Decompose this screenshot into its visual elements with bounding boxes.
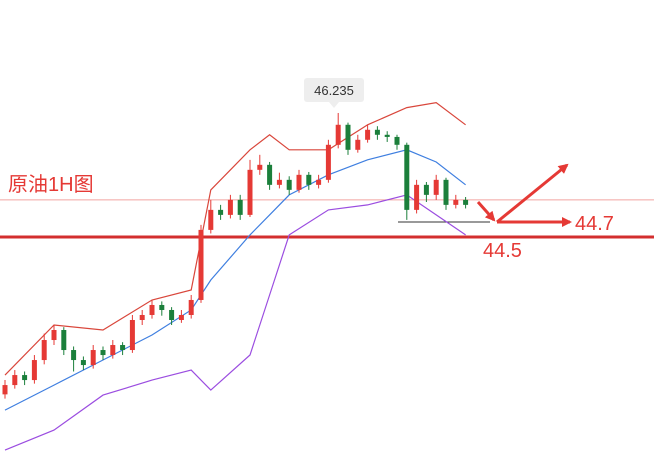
candle-body [178, 314, 184, 320]
candle-body [374, 129, 380, 135]
candle-body [198, 229, 204, 300]
candle-body [41, 340, 47, 361]
candle-body [316, 179, 322, 185]
candle-body [100, 350, 106, 356]
candle-body [51, 330, 57, 341]
target-label: 44.7 [575, 213, 614, 235]
support-label: 44.5 [483, 240, 522, 262]
candle-body [22, 375, 28, 381]
peak-label: 46.235 [314, 83, 354, 98]
candle-body [306, 174, 312, 185]
arrow [496, 163, 569, 224]
candle-body [139, 314, 145, 320]
candle-body [443, 179, 449, 205]
candle-body [404, 144, 410, 210]
candle-body [80, 360, 86, 366]
candle-body [2, 385, 8, 395]
arrow [476, 201, 496, 222]
candle-body [463, 199, 469, 205]
candle-body [237, 199, 243, 215]
band-line [4, 149, 466, 411]
candle-body [61, 330, 67, 351]
candle-body [188, 299, 194, 315]
band-line [4, 194, 466, 451]
candle-body [345, 124, 351, 150]
candle-body [286, 179, 292, 190]
candle-body [384, 134, 390, 137]
candle-body [276, 179, 282, 185]
candle-body [12, 375, 18, 386]
candle-body [423, 184, 429, 195]
candle-body [31, 360, 37, 381]
candle-body [169, 309, 175, 320]
candle-body [453, 199, 459, 205]
peak-callout [304, 78, 364, 102]
candle-body [71, 350, 77, 361]
candle-body [149, 304, 155, 315]
candle-body [227, 199, 233, 215]
candle-body [129, 319, 135, 351]
callout-pointer [329, 102, 339, 108]
candle-body [120, 345, 126, 351]
candle-body [90, 350, 96, 366]
candle-body [296, 174, 302, 190]
chart-title: 原油1H图 [8, 173, 94, 196]
candle-body [355, 139, 361, 150]
candle-body [414, 184, 420, 210]
candle-body [110, 345, 116, 356]
candle-body [335, 124, 341, 145]
candle-body [247, 169, 253, 215]
candle-body [325, 144, 331, 180]
candle-body [394, 136, 400, 145]
candle-body [433, 179, 439, 195]
band-line [4, 101, 466, 376]
candle-body [365, 129, 371, 140]
candle-body [218, 209, 224, 215]
candle-body [267, 164, 273, 185]
candle-body [257, 164, 263, 170]
candle-body [159, 304, 165, 310]
candle-body [208, 209, 214, 230]
